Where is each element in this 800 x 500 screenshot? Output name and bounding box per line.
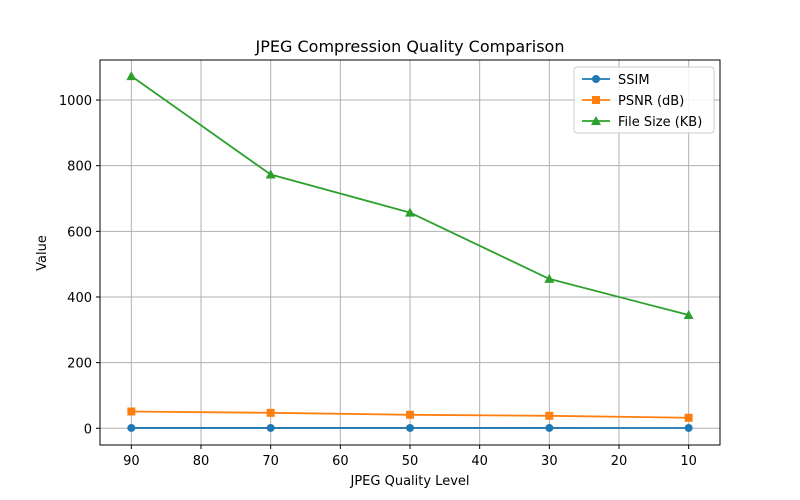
legend-box xyxy=(573,66,715,134)
legend-marker-ssim xyxy=(592,75,600,83)
y-tick-label: 400 xyxy=(67,291,92,306)
data-point-file-size-kb xyxy=(265,169,276,179)
legend-item-psnr-db: PSNR (dB) xyxy=(582,94,684,109)
data-point-psnr-db xyxy=(406,410,414,419)
data-point-file-size-kb xyxy=(683,310,694,320)
data-point-file-size-kb xyxy=(405,207,415,217)
y-tick-label: 200 xyxy=(67,357,92,372)
series-layer xyxy=(126,71,694,432)
legend-item-file-size-kb: File Size (KB) xyxy=(582,115,702,130)
data-point-file-size-kb xyxy=(544,273,555,283)
x-tick-label: 20 xyxy=(611,454,628,469)
x-tick-label: 90 xyxy=(123,454,140,469)
x-tick-label: 10 xyxy=(680,454,697,469)
x-tick-label: 60 xyxy=(332,454,349,469)
x-tick-label: 80 xyxy=(193,454,210,469)
data-point-psnr-db xyxy=(266,408,275,417)
data-point-ssim xyxy=(684,423,693,432)
data-point-ssim xyxy=(406,423,414,432)
legend-label-file-size-kb: File Size (KB) xyxy=(618,115,702,130)
data-point-ssim xyxy=(266,423,275,432)
legend-marker-psnr-db xyxy=(592,96,600,104)
x-axis-label: JPEG Quality Level xyxy=(350,474,470,489)
series-psnr-db xyxy=(127,407,693,422)
y-tick-label: 1000 xyxy=(59,94,92,109)
data-point-psnr-db xyxy=(545,411,554,420)
data-point-ssim xyxy=(545,423,554,432)
chart-title: JPEG Compression Quality Comparison xyxy=(255,37,565,56)
legend-label-ssim: SSIM xyxy=(618,73,650,88)
data-point-file-size-kb xyxy=(126,71,137,81)
series-ssim xyxy=(127,423,693,432)
data-point-ssim xyxy=(127,423,136,432)
y-tick-label: 0 xyxy=(84,422,92,437)
axis-ticks: 90 80 70 60 50 40 30 20 10 0 200 400 600 800 1000 xyxy=(59,94,697,469)
x-tick-label: 40 xyxy=(471,454,488,469)
x-tick-label: 50 xyxy=(402,454,419,469)
legend-item-ssim: SSIM xyxy=(582,73,650,88)
series-file-size-kb xyxy=(126,71,694,320)
data-point-psnr-db xyxy=(127,407,136,416)
x-tick-label: 70 xyxy=(262,454,279,469)
legend-marker-file-size-kb xyxy=(591,116,601,125)
y-tick-label: 600 xyxy=(67,225,92,240)
data-point-psnr-db xyxy=(684,413,693,422)
legend-label-psnr-db: PSNR (dB) xyxy=(618,94,684,109)
x-tick-label: 30 xyxy=(541,454,558,469)
y-axis-label: Value xyxy=(35,235,50,271)
y-tick-label: 800 xyxy=(67,160,92,175)
legend: SSIM PSNR (dB) File Size (KB) xyxy=(573,66,715,134)
